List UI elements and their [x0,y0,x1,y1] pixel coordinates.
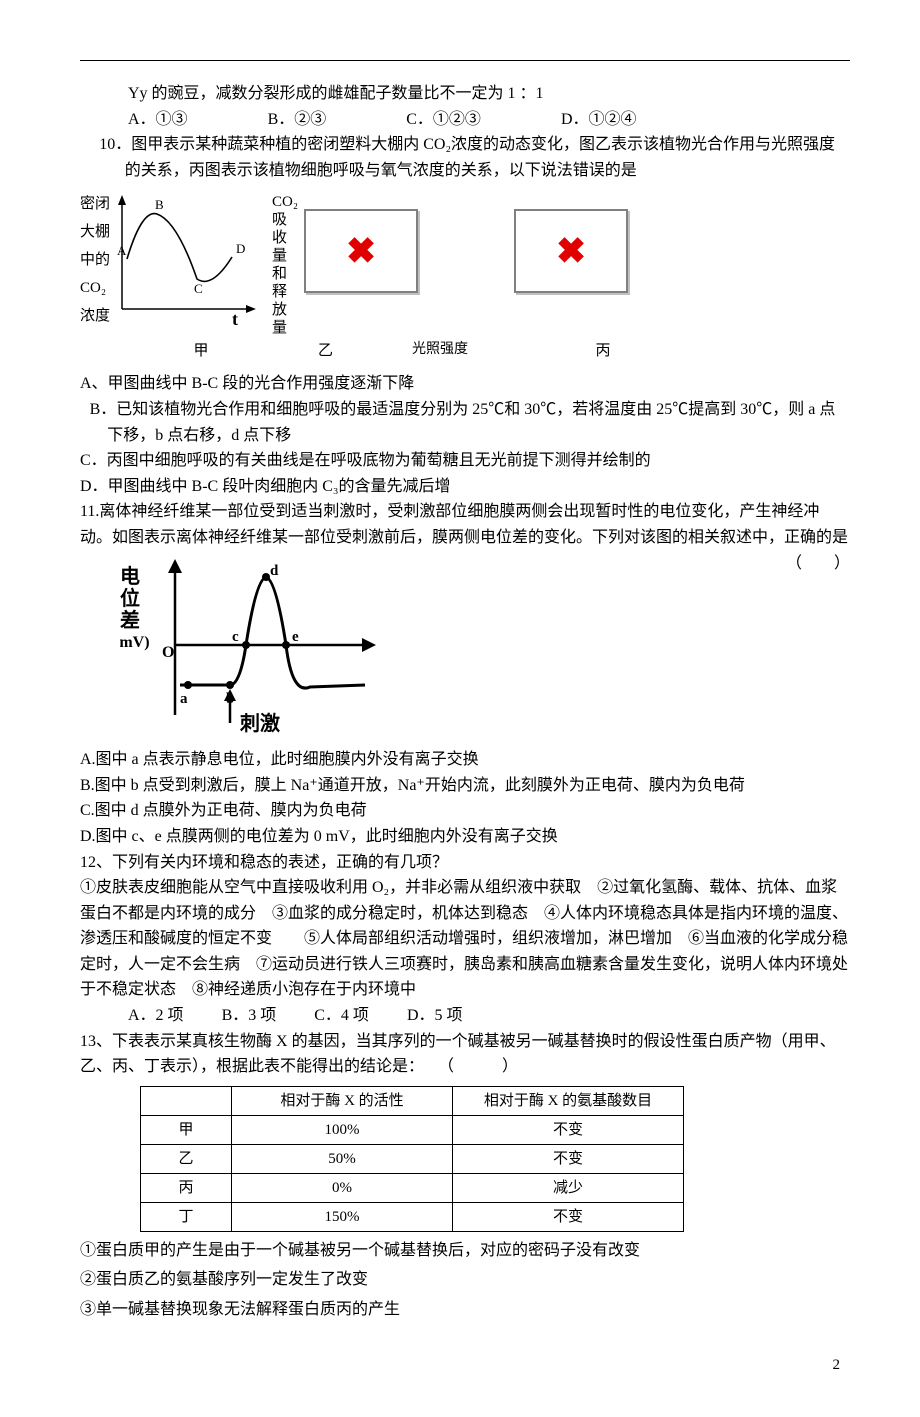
q9-choice-d: D．①②④ [561,107,637,133]
svg-text:a: a [180,691,188,707]
q10-choice-a: A、甲图曲线中 B-C 段的光合作用强度逐渐下降 [80,371,850,397]
q13-th1 [141,1086,232,1115]
svg-text:刺激: 刺激 [240,711,280,735]
q13-table: 相对于酶 X 的活性 相对于酶 X 的氨基酸数目 甲 100% 不变 乙 50%… [140,1086,684,1232]
q11-choice-a: A.图中 a 点表示静息电位，此时细胞膜内外没有离子交换 [80,747,850,773]
svg-text:D: D [236,241,245,256]
q13-stem: 13、下表表示某真核生物酶 X 的基因，当其序列的一个碱基被另一碱基替换时的假设… [80,1029,850,1080]
q10-choice-c: C．丙图中细胞呼吸的有关曲线是在呼吸底物为葡萄糖且无光前提下测得并绘制的 [80,448,850,474]
q10-cap-yi: 乙 [318,339,333,363]
q13-s1: ①蛋白质甲的产生是由于一个碱基被另一个碱基替换后，对应的密码子没有改变 [80,1238,850,1264]
q10-placeholder-bing: ✖ [514,209,628,293]
q10-cap-bing: 丙 [528,339,678,363]
q9-choices: A．①③ B．②③ C．①②③ D．①②④ [80,107,850,133]
q13-s2: ②蛋白质乙的氨基酸序列一定发生了改变 [80,1267,850,1293]
svg-text:位: 位 [120,586,140,610]
q10-choice-b: B．已知该植物光合作用和细胞呼吸的最适温度分别为 25℃和 30℃，若将温度由 … [98,397,850,448]
q10-figure-row: 密闭 大棚 中的 CO₂ 浓度 A B C D t CO₂ 吸 收 量 和 释 … [80,189,850,337]
q10-fig-bing-wrap: ✖ [514,189,664,293]
q11-num: 11. [80,503,99,520]
svg-text:C: C [194,281,203,296]
q11-paren: （ ） [786,551,850,577]
q10-caption-row: 甲 乙 光照强度 丙 [80,339,850,363]
q10-num: 10． [99,136,131,153]
q12-choice-c: C．4 项 [314,1007,369,1024]
svg-text:t: t [232,309,238,329]
svg-text:d: d [270,563,279,579]
q10-choice-d: D．甲图曲线中 B-C 段叶肉细胞内 C₃的含量先减后增 [80,474,850,500]
q9-choice-c: C．①②③ [406,107,481,133]
q10-xlabel-mid: 光照强度 [412,339,468,363]
q13-num: 13、 [80,1033,112,1050]
svg-text:差: 差 [120,608,140,632]
svg-text:O: O [162,644,174,661]
q9-choice-a: A．①③ [128,107,188,133]
table-row: 丁 150% 不变 [141,1202,684,1231]
table-row: 丙 0% 减少 [141,1173,684,1202]
svg-text:e: e [292,629,299,645]
q10-cap-jia: 甲 [126,339,276,363]
q13-s3: ③单一碱基替换现象无法解释蛋白质丙的产生 [80,1297,850,1323]
svg-text:B: B [155,197,164,212]
q12-num: 12、 [80,854,112,871]
svg-text:A: A [117,243,127,258]
q10-placeholder-yi: ✖ [304,209,418,293]
q10-mid-axis-labels: CO₂ 吸 收 量 和 释 放 量 [272,189,298,337]
q9-stem: Yy 的豌豆，减数分裂形成的雌雄配子数量比不一定为 1 ：1 [80,81,850,107]
q12-choice-b: B．3 项 [222,1007,277,1024]
q10-chart-jia: A B C D t [112,189,262,329]
q12-choices: A．2 项 B．3 项 C．4 项 D．5 项 [80,1003,850,1029]
top-rule [80,60,850,61]
svg-text:(mV): (mV) [120,634,150,651]
broken-image-icon: ✖ [556,223,586,281]
q12-choice-a: A．2 项 [128,1007,184,1024]
q9-choice-b: B．②③ [268,107,327,133]
table-header-row: 相对于酶 X 的活性 相对于酶 X 的氨基酸数目 [141,1086,684,1115]
q11-stem: 11.离体神经纤维某一部位受到适当刺激时，受刺激部位细胞膜两侧会出现暂时性的电位… [80,499,850,550]
q11-chart: 电 位 差 (mV) O a b c d e 刺激 [120,555,850,744]
broken-image-icon: ✖ [346,223,376,281]
q12-body: ①皮肤表皮细胞能从空气中直接吸收利用 O₂，并非必需从组织液中获取 ②过氧化氢酶… [80,875,850,1003]
table-row: 乙 50% 不变 [141,1144,684,1173]
q12-choice-d: D．5 项 [407,1007,463,1024]
q13-th2: 相对于酶 X 的活性 [232,1086,453,1115]
q11-choice-b: B.图中 b 点受到刺激后，膜上 Na⁺通道开放，Na⁺开始内流，此刻膜外为正电… [80,773,850,799]
q11-choice-c: C.图中 d 点膜外为正电荷、膜内为负电荷 [80,798,850,824]
q11-choice-d: D.图中 c、e 点膜两侧的电位差为 0 mV，此时细胞内外没有离子交换 [80,824,850,850]
q13-paren: （ ） [438,1058,518,1075]
q13-th3: 相对于酶 X 的氨基酸数目 [453,1086,684,1115]
q10-stem: 10．图甲表示某种蔬菜种植的密闭塑料大棚内 CO₂浓度的动态变化，图乙表示该植物… [80,132,850,183]
q12-stem: 12、下列有关内环境和稳态的表述，正确的有几项？ [80,850,850,876]
svg-text:c: c [232,629,239,645]
svg-text:电: 电 [120,565,140,588]
table-row: 甲 100% 不变 [141,1115,684,1144]
q10-fig-yi-wrap: ✖ [304,189,454,293]
q10-left-axis-labels: 密闭 大棚 中的 CO₂ 浓度 [80,189,110,325]
page-number: 2 [80,1353,850,1377]
